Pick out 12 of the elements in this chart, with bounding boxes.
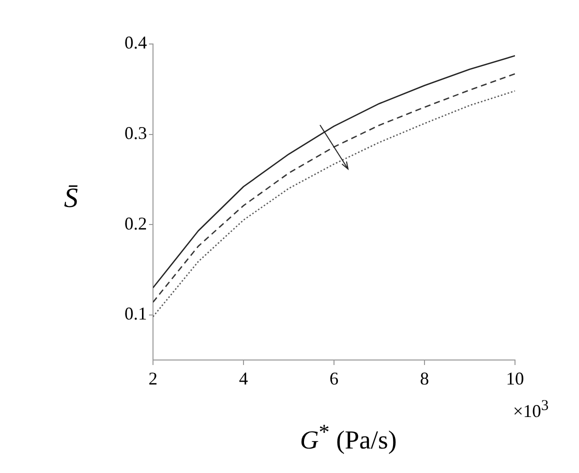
y-tick-label: 0.4 xyxy=(124,32,147,53)
x-axis-title: G$^{*}$ (Pa/s) xyxy=(300,420,397,456)
y-tick-label: 0.3 xyxy=(124,123,147,144)
x-tick-label: 2 xyxy=(148,368,158,389)
x-tick-label: 4 xyxy=(239,368,248,389)
text: ×10$^{3}$ xyxy=(513,398,549,422)
x-tick-label: 6 xyxy=(330,368,338,389)
y-tick-label: 0.2 xyxy=(124,213,147,234)
y-tick-label: 0.1 xyxy=(124,304,147,324)
y-axis-title: S̄ xyxy=(64,183,78,215)
x-tick-label: 8 xyxy=(420,368,429,389)
x-tick-label: 10 xyxy=(506,368,524,389)
